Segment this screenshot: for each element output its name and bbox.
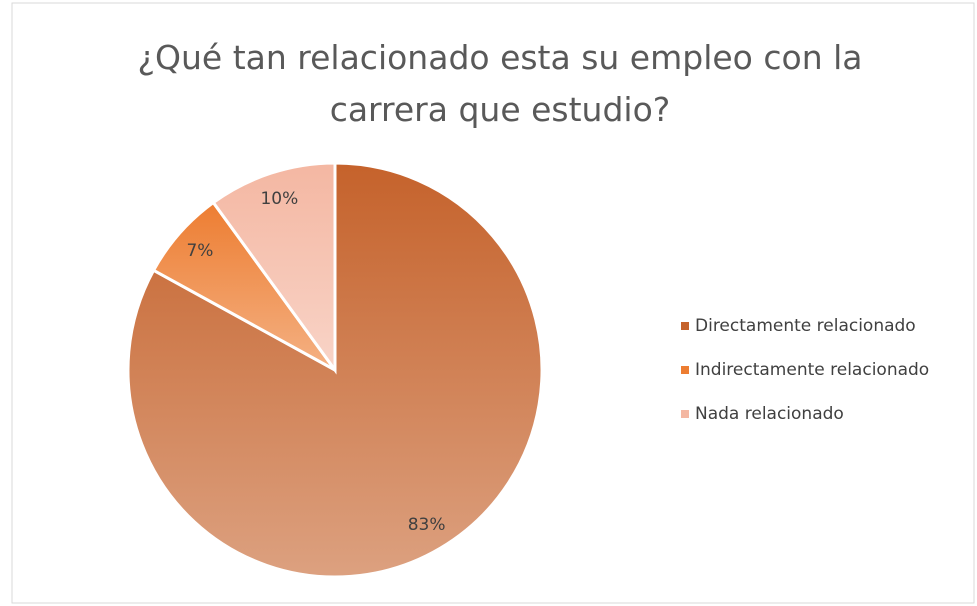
legend-label: Indirectamente relacionado — [695, 360, 929, 380]
chart-title: ¿Qué tan relacionado esta su empleo con … — [137, 38, 863, 129]
legend-swatch — [681, 366, 689, 374]
legend-label: Directamente relacionado — [695, 316, 916, 336]
legend-swatch — [681, 410, 689, 418]
pie-slice — [211, 161, 337, 375]
legend-swatch — [681, 322, 689, 330]
data-label: 7% — [186, 241, 213, 261]
data-label: 83% — [408, 515, 446, 535]
data-label: 10% — [260, 189, 298, 209]
legend-label: Nada relacionado — [695, 404, 844, 424]
